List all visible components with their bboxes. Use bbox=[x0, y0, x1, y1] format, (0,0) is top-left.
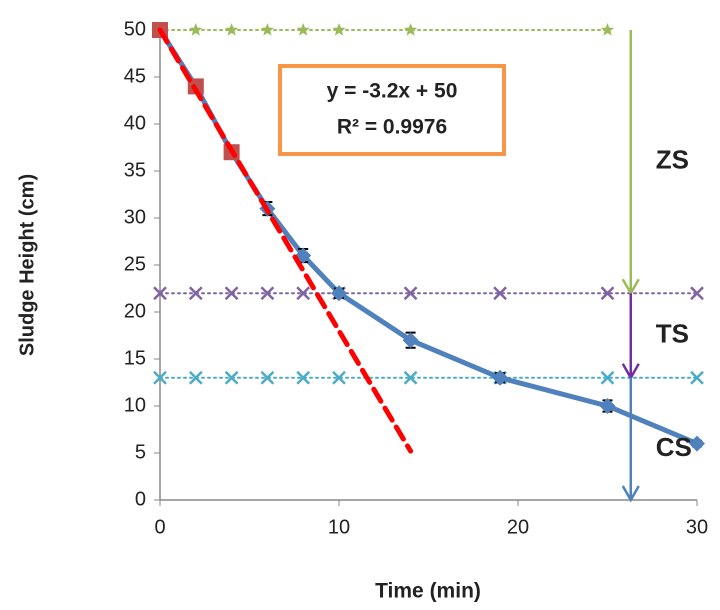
marker bbox=[224, 370, 239, 385]
y-tick-label: 20 bbox=[124, 300, 146, 322]
x-tick-label: 30 bbox=[686, 516, 708, 538]
arrow bbox=[621, 377, 640, 503]
marker bbox=[402, 332, 419, 349]
marker bbox=[224, 23, 239, 36]
marker bbox=[260, 286, 275, 301]
marker bbox=[403, 370, 418, 385]
y-tick-label: 25 bbox=[124, 253, 146, 275]
arrow bbox=[621, 293, 640, 381]
marker bbox=[493, 286, 507, 301]
arrow-label: TS bbox=[656, 318, 689, 348]
marker bbox=[260, 370, 275, 385]
y-tick-label: 10 bbox=[124, 394, 146, 416]
arrow bbox=[621, 30, 640, 296]
y-tick-label: 40 bbox=[124, 112, 146, 134]
marker bbox=[600, 286, 615, 301]
marker bbox=[153, 286, 167, 301]
arrow-label: ZS bbox=[656, 144, 689, 174]
marker bbox=[332, 23, 346, 36]
marker bbox=[296, 286, 311, 301]
marker bbox=[690, 370, 704, 385]
marker bbox=[600, 370, 615, 385]
marker bbox=[188, 286, 203, 301]
equation-box bbox=[278, 64, 506, 156]
x-tick-label: 0 bbox=[154, 516, 165, 538]
x-tick-label: 10 bbox=[328, 516, 350, 538]
marker bbox=[296, 23, 310, 36]
x-tick-label: 20 bbox=[507, 516, 529, 538]
marker bbox=[296, 370, 311, 385]
y-tick-label: 30 bbox=[124, 206, 146, 228]
marker bbox=[492, 369, 509, 386]
marker bbox=[188, 370, 203, 385]
marker bbox=[403, 23, 418, 36]
y-tick-label: 15 bbox=[124, 347, 146, 369]
arrow-label: CS bbox=[656, 432, 692, 462]
x-axis-label: Time (min) bbox=[375, 580, 481, 603]
y-tick-label: 35 bbox=[124, 159, 146, 181]
y-tick-label: 5 bbox=[135, 441, 146, 463]
y-tick-label: 50 bbox=[124, 18, 146, 40]
equation: y = -3.2x + 50 bbox=[327, 80, 458, 103]
marker bbox=[332, 370, 346, 385]
marker bbox=[403, 286, 418, 301]
marker bbox=[224, 286, 239, 301]
y-tick-label: 45 bbox=[124, 65, 146, 87]
marker bbox=[599, 398, 616, 414]
marker bbox=[260, 23, 275, 36]
marker bbox=[153, 370, 167, 385]
r-squared: R² = 0.9976 bbox=[337, 116, 447, 139]
marker bbox=[331, 285, 347, 302]
marker bbox=[690, 286, 704, 301]
marker bbox=[189, 23, 203, 36]
series-line bbox=[157, 27, 414, 454]
marker bbox=[600, 23, 615, 36]
marker bbox=[689, 435, 705, 452]
y-axis-label: Sludge Height (cm) bbox=[16, 174, 38, 356]
y-tick-label: 0 bbox=[135, 488, 146, 510]
